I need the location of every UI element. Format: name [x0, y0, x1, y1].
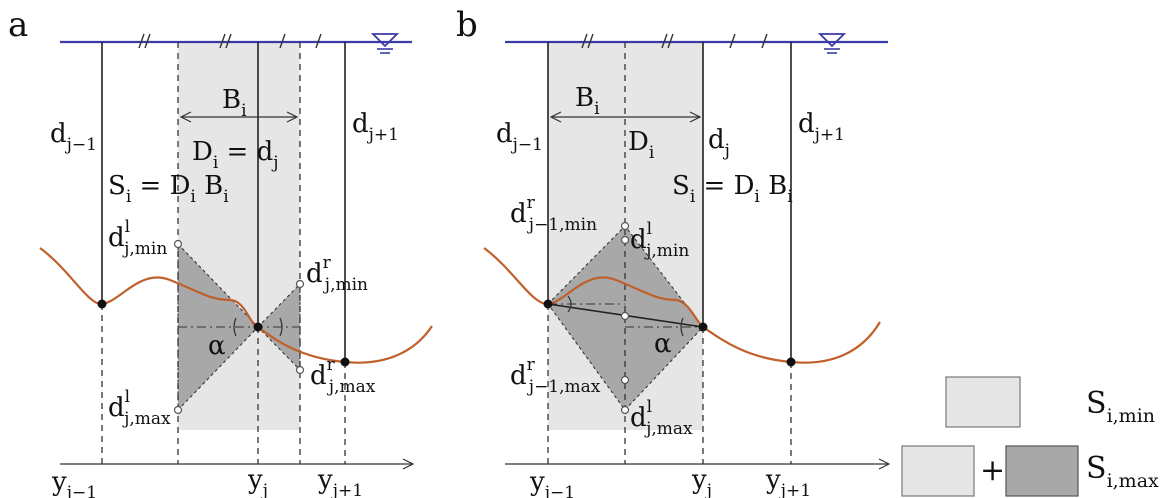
panel-b-angle-arc-left [567, 295, 572, 313]
legend: Si,min + Si,max [901, 376, 1159, 497]
panel-b-x-label-3: yj+1 [765, 465, 811, 498]
panel-b-node-left [543, 299, 553, 309]
panel-a-label-d-left-max: dl j,max [108, 387, 171, 429]
panel-b-node-l-max [620, 405, 630, 415]
panel-b-label-d-mid: dj [708, 125, 730, 161]
panel-a-node-right-max [295, 365, 305, 375]
legend-max-swatch-dark [1005, 445, 1079, 497]
panel-a-hatch-marks [138, 33, 322, 49]
panel-b-label-area-eq: Si = Di Bi [672, 171, 793, 207]
panel-b: b dj−1 dj dj+1 Bi Di Si = Di Bi dr j−1,mi… [456, 5, 891, 498]
panel-a-node-right-min [295, 279, 305, 289]
panel-a-label-alpha: α [208, 331, 226, 361]
panel-b-label-depth: Di [628, 127, 655, 163]
panel-a-label-d-right-max: dr j,max [310, 355, 376, 397]
panel-a-angle-arc-right [279, 317, 283, 337]
panel-b-node-center [620, 311, 630, 321]
panel-a-x-label-3: yj+1 [317, 465, 363, 498]
legend-max-label: Si,max [1086, 451, 1159, 492]
panel-a-label-d-left: dj−1 [50, 119, 97, 155]
panel-a-x-label-1: yj−1 [51, 467, 97, 498]
panel-b-label-d-right: dj+1 [798, 109, 845, 145]
panel-a-node-left [97, 299, 107, 309]
panel-a-water-level-symbol [370, 33, 400, 54]
panel-a-letter: a [8, 5, 28, 45]
panel-a-node-center [253, 322, 263, 332]
panel-b-hatch-marks [581, 33, 768, 49]
legend-min-label: Si,min [1086, 386, 1155, 427]
panel-a-x-label-2: yj [247, 465, 268, 498]
legend-plus: + [980, 453, 1005, 488]
legend-max-swatch-light [901, 445, 975, 497]
panel-b-label-d-r-min: dr j−1,min [510, 193, 597, 235]
panel-a-node-left-max [173, 405, 183, 415]
panel-b-node-l-min [620, 235, 630, 245]
panel-a: a dj−1 dj+1 Bi Di = dj Si = Di Bi dl j,mi… [8, 5, 433, 498]
panel-b-node-r-max [620, 375, 630, 385]
panel-b-label-d-r-max: dr j−1,max [510, 355, 601, 397]
panel-a-node-right [340, 357, 350, 367]
panel-b-label-d-l-min: dl j,min [630, 219, 689, 261]
panel-b-x-label-1: yj−1 [529, 467, 575, 498]
panel-b-water-level-symbol [817, 33, 847, 54]
panel-b-node-right [786, 357, 796, 367]
panel-b-node-mid [698, 322, 708, 332]
panel-a-angle-arc-left [233, 317, 237, 337]
panel-a-label-width: Bi [222, 85, 247, 121]
panel-b-label-d-left: dj−1 [496, 119, 543, 155]
panel-b-label-alpha: α [654, 329, 672, 359]
legend-min-swatch [945, 376, 1021, 428]
panel-b-label-width: Bi [575, 83, 600, 119]
panel-a-label-d-right-min: dr j,min [306, 253, 368, 295]
panel-b-angle-arc-right [680, 317, 684, 337]
panel-b-letter: b [456, 5, 478, 45]
panel-b-x-label-2: yj [691, 465, 712, 498]
panel-b-label-d-l-max: dl j,max [630, 397, 693, 439]
panel-a-label-area-eq: Si = Di Bi [108, 171, 229, 207]
panel-a-label-d-left-min: dl j,min [108, 217, 167, 259]
panel-a-label-depth-eq: Di = dj [192, 137, 279, 173]
panel-a-label-d-right: dj+1 [352, 109, 399, 145]
panel-b-node-r-min [620, 221, 630, 231]
panel-a-node-left-min [173, 239, 183, 249]
